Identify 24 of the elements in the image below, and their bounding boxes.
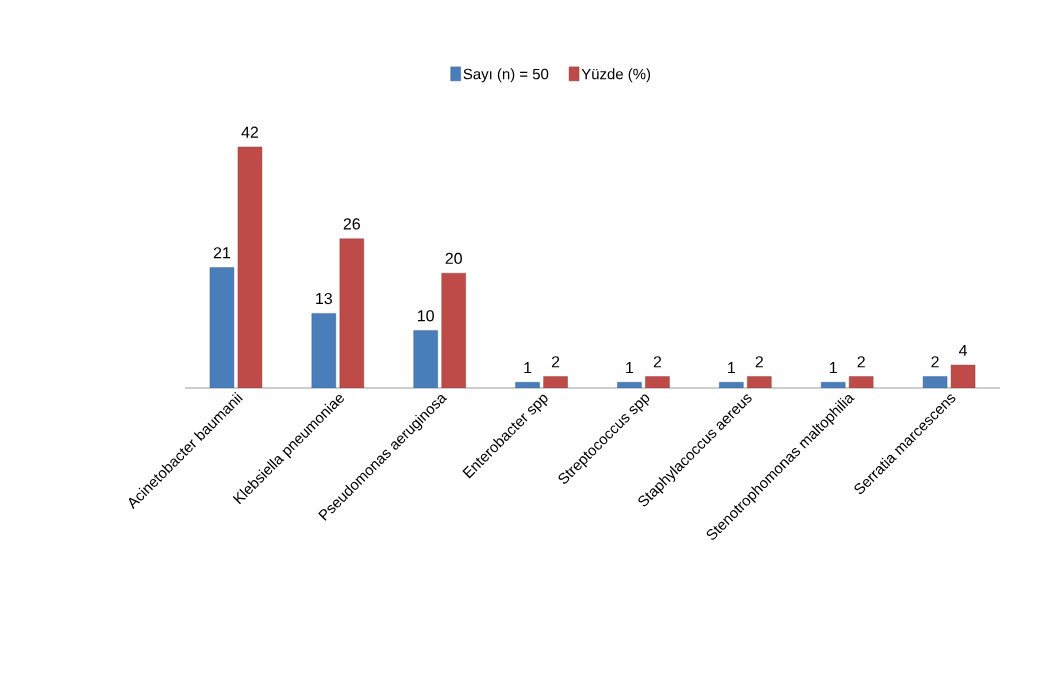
data-label: 26 xyxy=(343,218,360,230)
bar xyxy=(413,330,438,388)
data-label: 2 xyxy=(857,356,865,368)
data-label: 2 xyxy=(755,356,763,368)
data-label: 1 xyxy=(626,362,634,374)
data-label: 4 xyxy=(959,344,968,356)
data-label: 13 xyxy=(316,292,332,305)
bar xyxy=(237,146,263,388)
data-label: 10 xyxy=(418,310,434,322)
bar xyxy=(311,313,337,388)
data-label: 42 xyxy=(241,126,258,138)
bar xyxy=(339,238,365,388)
data-label: 1 xyxy=(829,362,837,374)
bar xyxy=(209,267,235,388)
legend-label: Sayı (n) = 50 xyxy=(463,68,549,83)
data-label: 1 xyxy=(524,362,532,374)
legend-label: Yüzde (%) xyxy=(581,68,651,83)
data-label: 2 xyxy=(931,356,939,368)
data-label: 1 xyxy=(728,362,735,374)
data-label: 21 xyxy=(213,247,231,259)
data-label: 2 xyxy=(551,356,560,368)
data-label: 20 xyxy=(445,252,462,265)
bar xyxy=(441,273,466,388)
data-label: 2 xyxy=(653,356,662,368)
